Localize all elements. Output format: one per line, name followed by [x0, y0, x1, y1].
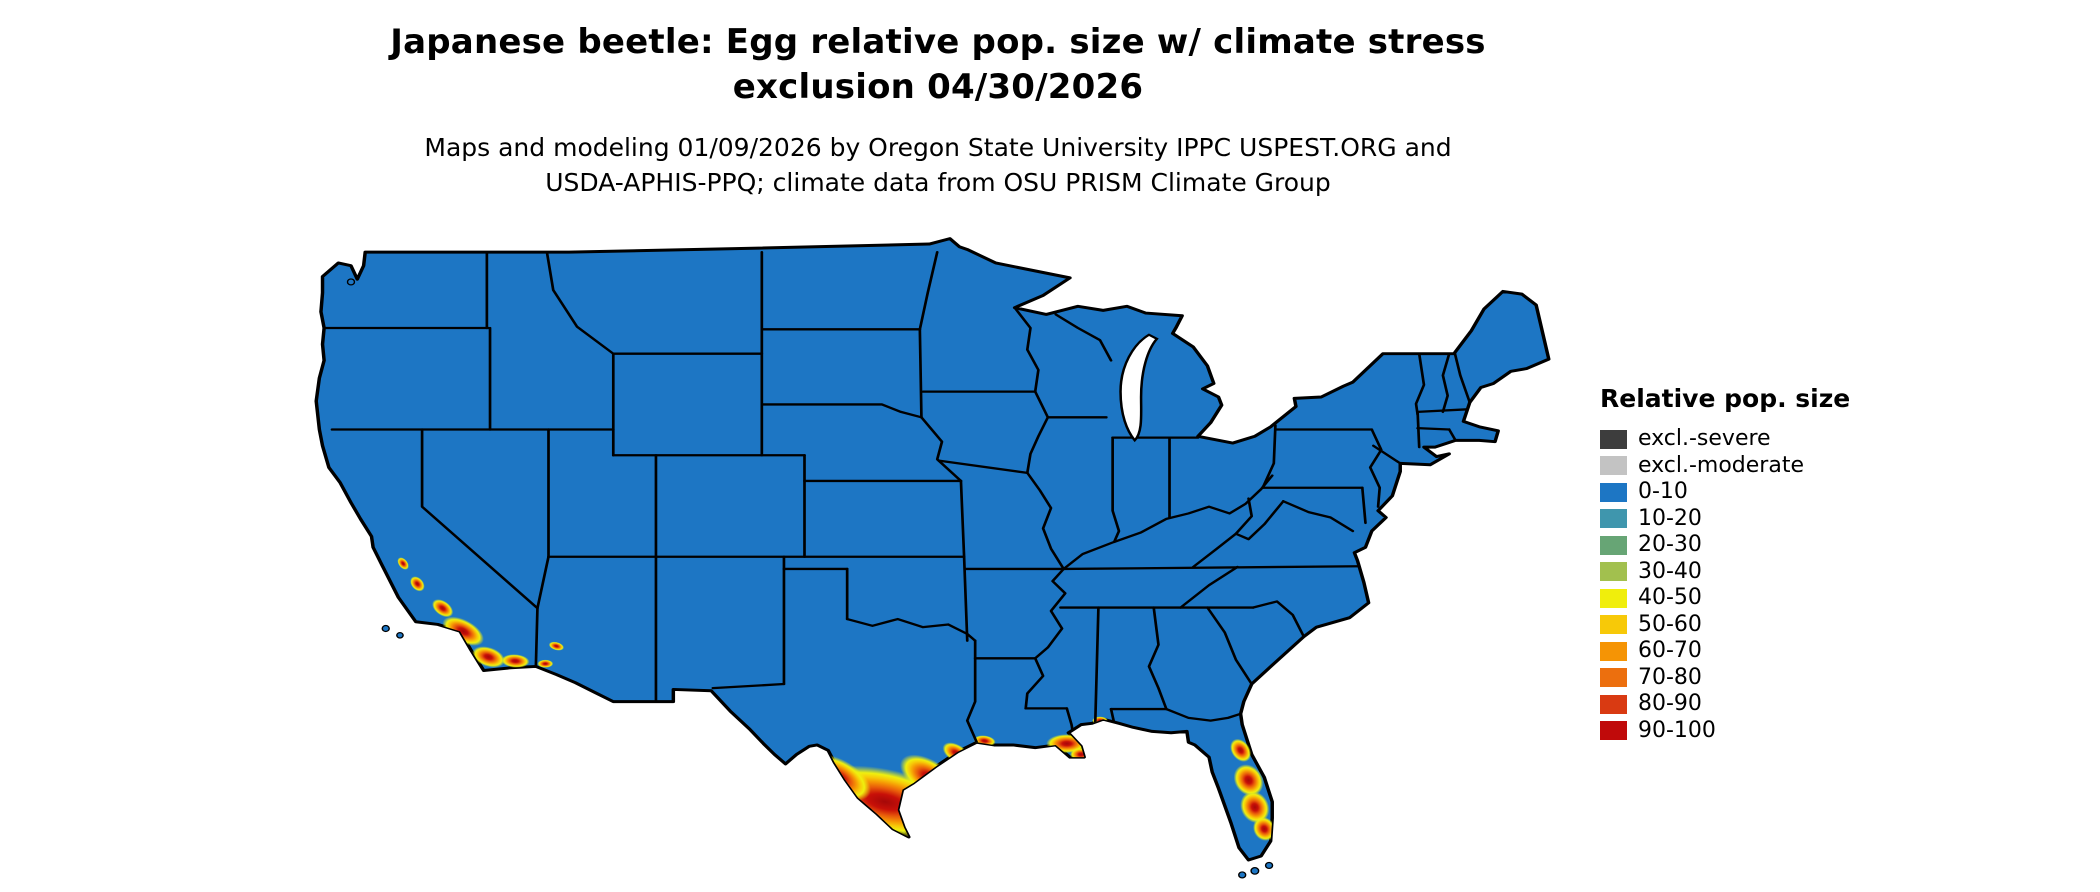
- legend-row: 50-60: [1600, 612, 1850, 639]
- legend-label: 70-80: [1638, 664, 1702, 690]
- legend-label: 30-40: [1638, 558, 1702, 584]
- legend-label: 50-60: [1638, 611, 1702, 637]
- legend-rows: excl.-severe excl.-moderate 0-10 10-20 20-30…: [1600, 426, 1850, 744]
- hotspot-arizona-yuma: [537, 659, 554, 668]
- legend-row: 80-90: [1600, 691, 1850, 718]
- hotspot-california-valley-3: [397, 557, 409, 570]
- hotspot-florida-south: [1240, 791, 1270, 824]
- legend-swatch: [1600, 668, 1627, 688]
- lake-michigan-icon: [1119, 333, 1159, 443]
- legend-row: 90-100: [1600, 718, 1850, 745]
- legend-row: excl.-moderate: [1600, 453, 1850, 480]
- legend-row: excl.-severe: [1600, 426, 1850, 453]
- legend-swatch: [1600, 509, 1627, 529]
- legend-label: excl.-severe: [1638, 426, 1771, 452]
- legend-row: 0-10: [1600, 479, 1850, 506]
- state-borders: [322, 251, 1472, 744]
- header: Japanese beetle: Egg relative pop. size …: [188, 20, 1688, 200]
- legend-title: Relative pop. size: [1600, 384, 1851, 413]
- hotspot-socal-la-basin: [442, 616, 484, 646]
- legend-row: 20-30: [1600, 532, 1850, 559]
- title-line1: Japanese beetle: Egg relative pop. size …: [390, 22, 1486, 62]
- subtitle-line1: Maps and modeling 01/09/2026 by Oregon S…: [424, 133, 1452, 162]
- legend-label: 60-70: [1638, 638, 1702, 664]
- hotspot-imperial-valley: [501, 654, 530, 668]
- legend-row: 40-50: [1600, 585, 1850, 612]
- legend-swatch: [1600, 456, 1627, 476]
- hotspot-arizona-phoenix: [548, 641, 564, 651]
- legend-row: 60-70: [1600, 638, 1850, 665]
- legend-label: 10-20: [1638, 505, 1702, 531]
- legend-label: 80-90: [1638, 691, 1702, 717]
- legend-label: excl.-moderate: [1638, 452, 1804, 478]
- subtitle-line2: USDA-APHIS-PPQ; climate data from OSU PR…: [545, 168, 1331, 197]
- legend-swatch: [1600, 588, 1627, 608]
- legend-swatch: [1600, 641, 1627, 661]
- legend-label: 0-10: [1638, 479, 1688, 505]
- hotspot-florida-central: [1233, 764, 1264, 796]
- hotspot-louisiana-delta: [1069, 747, 1093, 762]
- legend-row: 70-80: [1600, 665, 1850, 692]
- hotspot-california-valley-2: [410, 576, 425, 592]
- us-map: [314, 236, 1551, 879]
- legend-row: 10-20: [1600, 506, 1850, 533]
- legend: Relative pop. size excl.-severe excl.-mod…: [1600, 384, 1850, 744]
- legend-label: 20-30: [1638, 532, 1702, 558]
- legend-row: 30-40: [1600, 559, 1850, 586]
- title-line2: exclusion 04/30/2026: [732, 67, 1144, 107]
- legend-swatch: [1600, 429, 1627, 449]
- islands: [346, 278, 1274, 879]
- legend-swatch: [1600, 615, 1627, 635]
- legend-swatch: [1600, 562, 1627, 582]
- hotspot-california-valley-1: [432, 599, 454, 618]
- legend-swatch: [1600, 694, 1627, 714]
- page-subtitle: Maps and modeling 01/09/2026 by Oregon S…: [188, 130, 1688, 200]
- legend-swatch: [1600, 482, 1627, 502]
- page-title: Japanese beetle: Egg relative pop. size …: [188, 20, 1688, 110]
- legend-swatch: [1600, 535, 1627, 555]
- hotspot-socal-sandiego: [472, 646, 505, 668]
- hotspot-florida-north: [1230, 738, 1252, 762]
- legend-swatch: [1600, 721, 1627, 741]
- legend-label: 40-50: [1638, 585, 1702, 611]
- hotspot-florida-miami: [1253, 816, 1276, 841]
- legend-label: 90-100: [1638, 717, 1716, 743]
